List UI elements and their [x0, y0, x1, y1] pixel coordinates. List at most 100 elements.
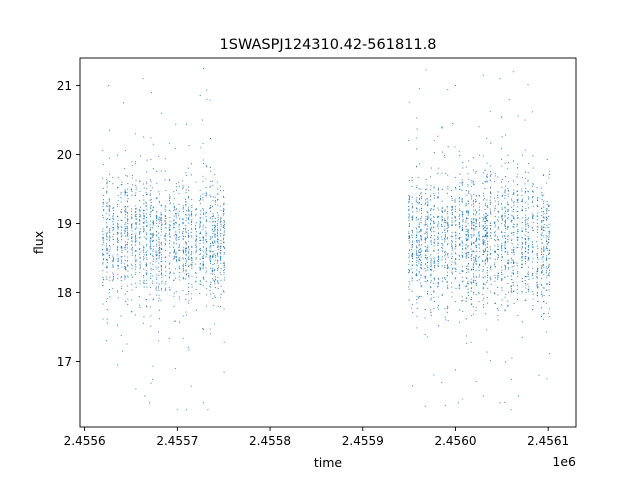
- data-point: [182, 180, 184, 182]
- data-point: [209, 245, 211, 247]
- data-point: [173, 224, 175, 226]
- data-point: [524, 299, 526, 302]
- data-point: [187, 236, 189, 238]
- data-point: [135, 208, 137, 210]
- data-point: [484, 283, 486, 286]
- data-point: [127, 242, 129, 244]
- data-point: [202, 226, 204, 228]
- data-point: [134, 254, 137, 256]
- data-point: [135, 228, 137, 230]
- data-point: [501, 274, 503, 276]
- data-point: [416, 185, 418, 187]
- data-point: [146, 159, 148, 161]
- data-point: [223, 196, 225, 199]
- data-point: [149, 245, 151, 247]
- data-point: [437, 187, 439, 189]
- data-point: [487, 207, 489, 209]
- data-point: [546, 204, 548, 206]
- data-point: [437, 236, 439, 238]
- data-point: [507, 291, 510, 293]
- data-point: [158, 243, 160, 245]
- data-point: [512, 180, 514, 182]
- data-point: [540, 238, 542, 240]
- data-point: [473, 234, 475, 236]
- data-point: [525, 225, 527, 227]
- data-point: [433, 307, 435, 310]
- data-point: [220, 305, 222, 307]
- data-point: [139, 256, 141, 258]
- data-point: [478, 206, 481, 208]
- data-point: [155, 239, 157, 241]
- data-point: [516, 246, 518, 248]
- data-point: [510, 219, 512, 221]
- data-point: [521, 252, 523, 254]
- data-point: [472, 169, 474, 171]
- data-point: [490, 237, 492, 239]
- data-point: [131, 174, 133, 176]
- data-point: [475, 255, 477, 257]
- data-point: [124, 223, 126, 225]
- data-point: [521, 277, 523, 280]
- data-point: [223, 237, 225, 239]
- data-point: [485, 218, 487, 220]
- data-point: [120, 211, 122, 213]
- data-point: [126, 191, 128, 194]
- data-point: [175, 259, 177, 261]
- data-point: [416, 219, 418, 221]
- data-point: [135, 179, 137, 181]
- data-point: [507, 228, 509, 230]
- data-point: [524, 257, 526, 259]
- data-point: [433, 186, 435, 188]
- data-point: [188, 302, 190, 304]
- data-point: [513, 234, 515, 236]
- data-point: [102, 261, 104, 263]
- data-point: [412, 385, 414, 387]
- data-point: [131, 210, 133, 212]
- data-point: [525, 210, 527, 212]
- data-point: [548, 241, 550, 243]
- data-point: [173, 215, 175, 217]
- data-point: [540, 272, 542, 274]
- data-point: [507, 259, 510, 261]
- data-point: [150, 207, 152, 209]
- data-point: [513, 254, 515, 256]
- data-point: [461, 179, 463, 181]
- data-point: [466, 211, 468, 213]
- data-point: [444, 219, 447, 222]
- data-point: [158, 270, 160, 272]
- data-point: [139, 283, 141, 285]
- data-point: [211, 205, 214, 207]
- data-point: [437, 257, 439, 259]
- data-point: [412, 211, 414, 213]
- data-point: [191, 286, 193, 288]
- data-point: [461, 276, 464, 278]
- data-point: [458, 218, 461, 220]
- data-point: [451, 240, 453, 242]
- data-point: [190, 163, 192, 165]
- data-point: [525, 287, 527, 289]
- data-point: [223, 239, 225, 241]
- data-point: [408, 206, 410, 208]
- data-point: [199, 222, 202, 224]
- x-tick-label: 2.4556: [64, 434, 106, 448]
- data-point: [209, 262, 211, 264]
- data-point: [106, 205, 108, 207]
- data-point: [188, 210, 190, 212]
- data-point: [206, 241, 208, 243]
- data-point: [165, 218, 167, 220]
- data-point: [430, 222, 432, 224]
- data-point: [475, 240, 477, 242]
- data-point: [521, 336, 523, 339]
- data-point: [202, 193, 204, 195]
- data-point: [505, 293, 507, 295]
- data-point: [501, 266, 503, 268]
- data-point: [145, 279, 148, 281]
- data-point: [501, 248, 503, 250]
- data-point: [455, 287, 457, 290]
- data-point: [139, 264, 141, 266]
- data-point: [420, 192, 422, 194]
- data-point: [479, 224, 481, 226]
- data-point: [512, 194, 514, 196]
- data-point: [546, 275, 548, 277]
- data-point: [211, 251, 213, 253]
